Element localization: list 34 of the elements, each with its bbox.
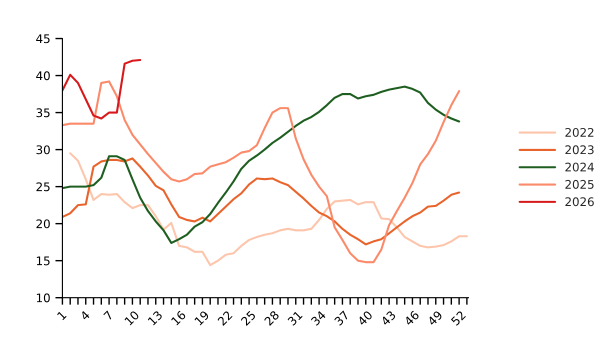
y-tick-label: 40 [36,71,50,80]
x-tick-label: 37 [334,310,350,326]
y-tick-label: 30 [36,145,50,154]
y-tick-label: 10 [36,293,50,302]
x-tick-label: 52 [450,310,466,326]
x-tick-label: 22 [217,310,233,326]
x-tick-label: 19 [194,310,210,326]
y-tick-label: 45 [36,34,50,44]
x-tick-label: 1 [56,310,67,320]
line-series [62,58,142,120]
legend-label: 2023 [565,145,594,154]
legend-label: 2024 [565,162,594,172]
x-tick-label: 43 [380,310,396,326]
x-tick-label: 4 [80,310,90,321]
x-tick-label: 25 [240,310,256,326]
x-tick-label: 40 [356,310,373,326]
legend-label: 2026 [565,197,594,206]
x-tick-label: 46 [404,310,420,326]
x-tick-label: 13 [147,310,163,326]
y-tick-label: 35 [36,108,50,118]
x-tick-label: 16 [170,310,186,326]
y-tick-label: 25 [36,182,50,192]
x-tick-label: 28 [264,310,280,326]
x-tick-label: 34 [310,310,326,326]
line-series [69,152,468,266]
y-tick-label: 15 [36,256,50,266]
legend-label: 2022 [565,128,594,137]
line-series [62,157,460,246]
x-tick-label: 49 [426,310,443,326]
legend-label: 2025 [565,180,594,189]
x-tick-label: 7 [103,310,114,320]
x-tick-label: 10 [124,310,140,326]
x-tick-label: 31 [287,310,303,326]
y-tick-label: 20 [36,219,50,228]
